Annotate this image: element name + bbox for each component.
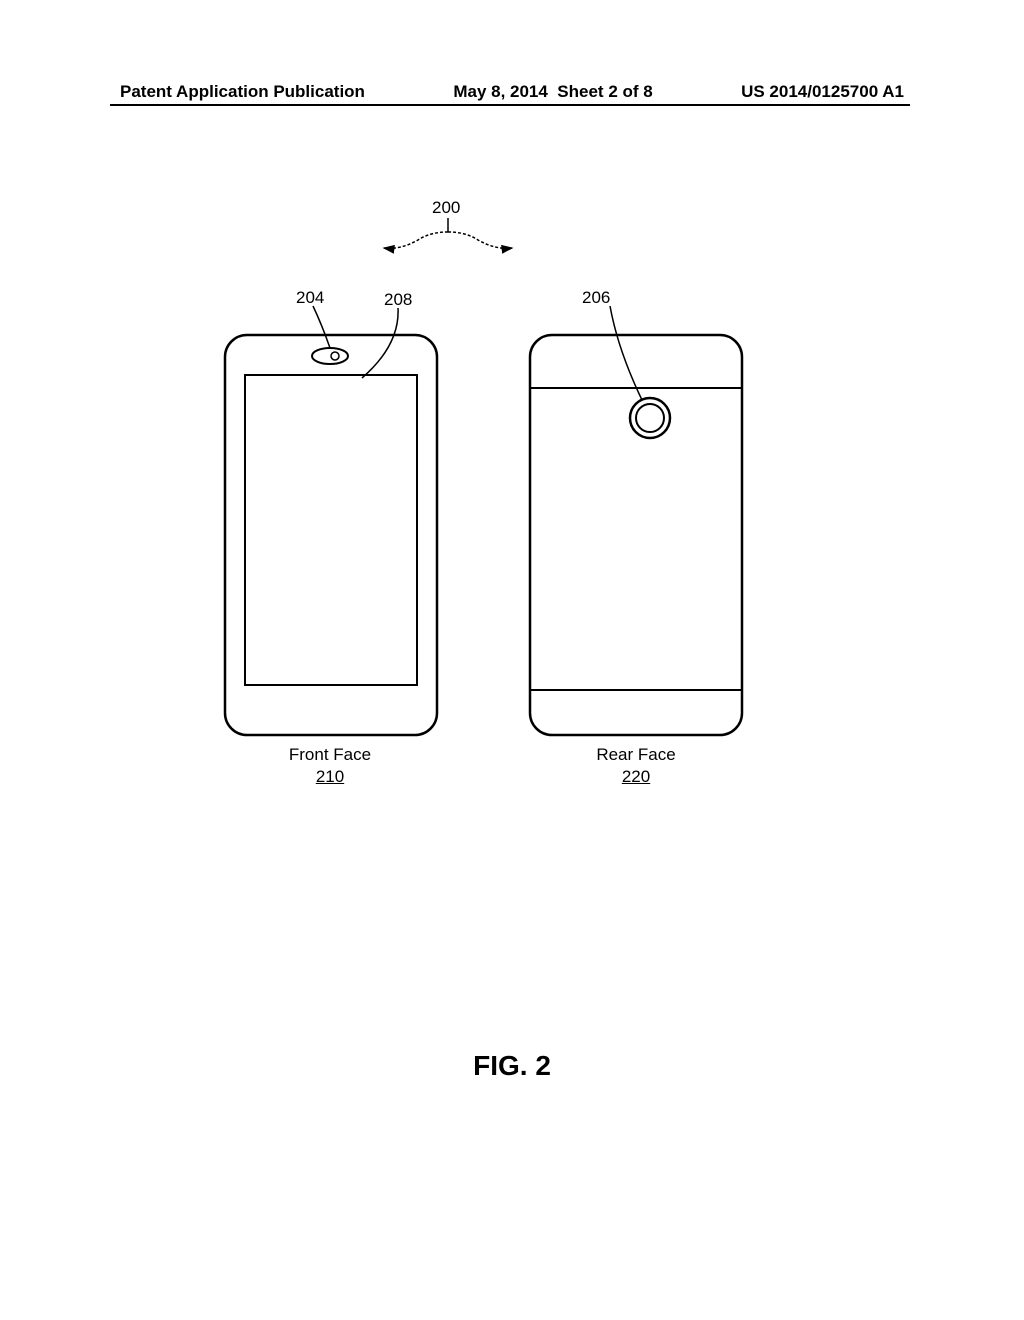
leader-206: [610, 306, 642, 400]
figure-svg: [0, 0, 1024, 1320]
front-phone: [225, 335, 437, 735]
rear-phone: [530, 335, 742, 735]
patent-page: Patent Application Publication May 8, 20…: [0, 0, 1024, 1320]
leader-208: [362, 308, 398, 378]
leader-204: [313, 306, 330, 348]
ref-200-arrows: [384, 218, 512, 248]
